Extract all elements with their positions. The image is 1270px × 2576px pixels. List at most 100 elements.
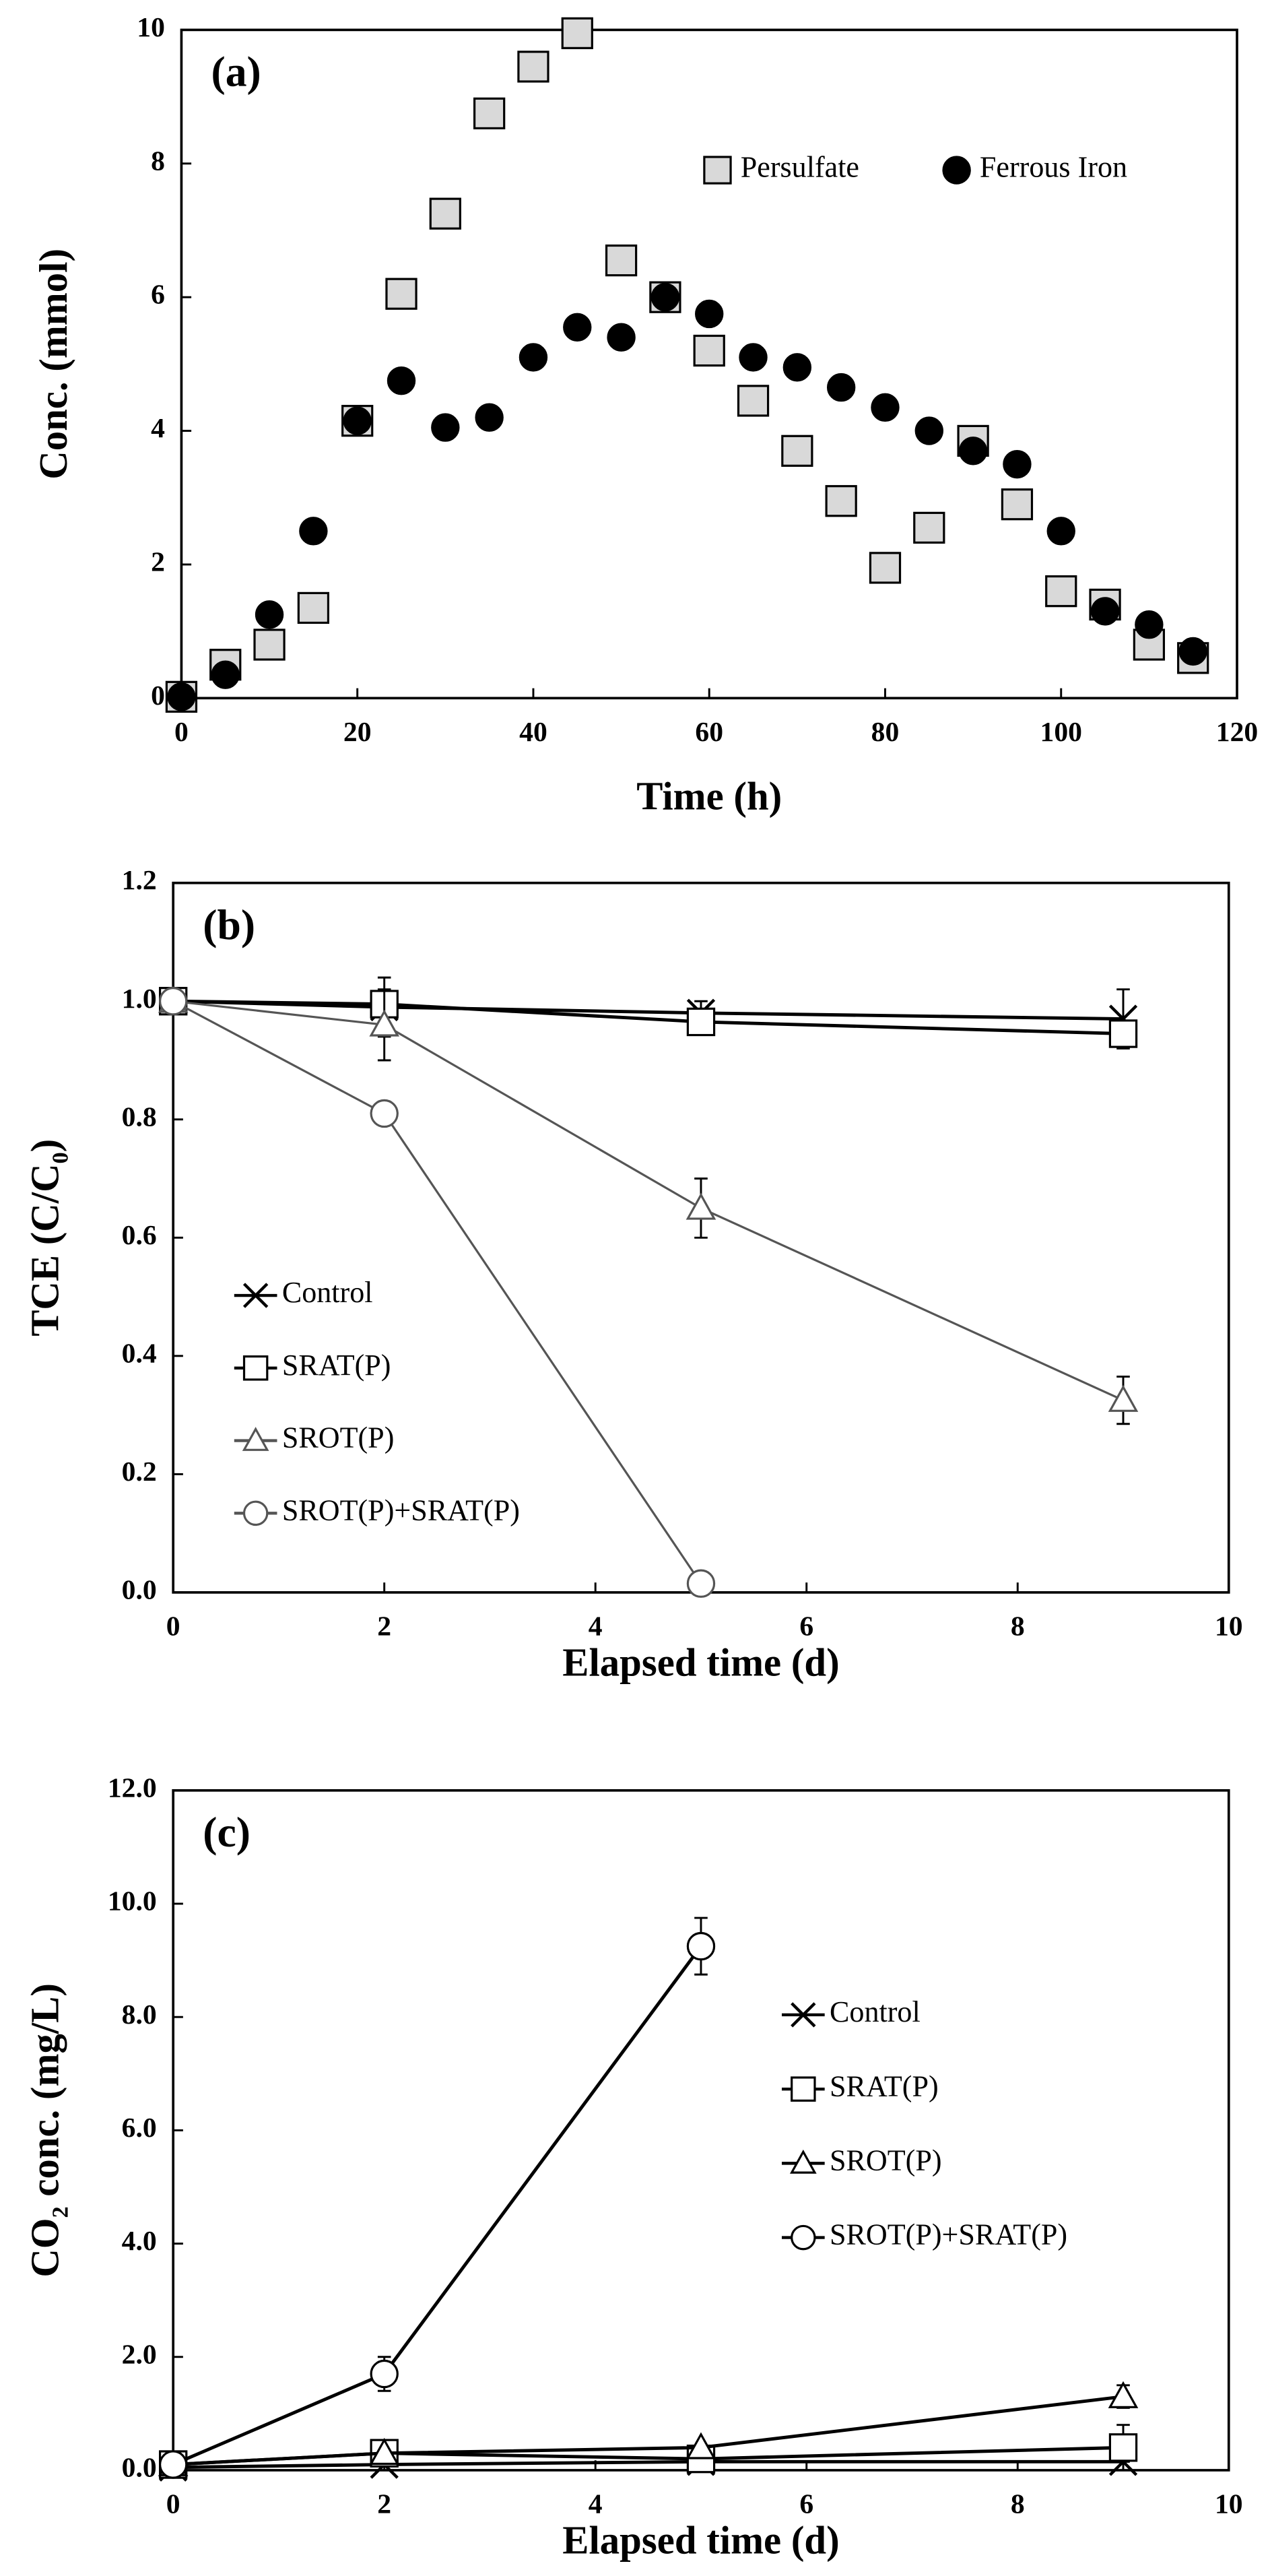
legend-label: Persulfate xyxy=(741,151,859,184)
x-tick-label: 6 xyxy=(799,1611,813,1642)
marker-square xyxy=(737,385,770,417)
y-tick-label: 10.0 xyxy=(108,1886,157,1917)
marker-square xyxy=(605,244,638,277)
marker-triangle xyxy=(1108,1384,1139,1412)
marker-circle xyxy=(563,313,592,342)
marker-triangle xyxy=(686,2432,716,2459)
marker-circle xyxy=(871,393,900,422)
y-tick-label: 0.2 xyxy=(122,1456,157,1487)
y-tick-label: 12.0 xyxy=(108,1772,157,1803)
marker-circle xyxy=(686,1931,716,1961)
series-line xyxy=(173,999,1124,1035)
marker-circle xyxy=(958,437,988,465)
panel-label: (c) xyxy=(203,1808,250,1856)
x-tick-label: 120 xyxy=(1216,717,1258,748)
marker-circle xyxy=(211,660,240,689)
legend-label: Control xyxy=(282,1276,373,1309)
marker-triangle xyxy=(242,1427,269,1451)
marker-circle xyxy=(370,2359,399,2389)
x-tick-label: 10 xyxy=(1215,1611,1243,1642)
x-tick-label: 2 xyxy=(377,1611,391,1642)
x-tick-label: 2 xyxy=(377,2488,391,2519)
marker-circle xyxy=(607,323,636,352)
marker-circle xyxy=(387,366,416,395)
legend-label: SROT(P) xyxy=(830,2144,942,2177)
marker-square xyxy=(1001,488,1034,521)
marker-circle xyxy=(826,373,856,402)
marker-square xyxy=(791,2076,816,2102)
marker-circle xyxy=(158,987,188,1016)
x-tick-label: 4 xyxy=(589,2488,603,2519)
x-tick-label: 40 xyxy=(519,717,547,748)
marker-triangle xyxy=(1108,2381,1139,2408)
marker-circle xyxy=(519,343,548,372)
marker-square xyxy=(1108,1019,1138,1048)
marker-square xyxy=(561,17,593,49)
x-tick-label: 10 xyxy=(1215,2488,1243,2519)
y-tick-label: 0.6 xyxy=(122,1220,157,1251)
marker-triangle xyxy=(369,2437,399,2465)
y-axis-label-text: TCE (C/C xyxy=(24,1164,67,1337)
marker-square xyxy=(686,1007,716,1037)
marker-circle xyxy=(1090,597,1120,626)
marker-square xyxy=(429,197,461,230)
marker-square xyxy=(869,552,902,584)
y-tick-label: 6 xyxy=(151,280,165,311)
marker-circle xyxy=(299,517,328,546)
series-line xyxy=(172,1945,702,2466)
marker-square xyxy=(693,334,725,367)
x-tick-label: 80 xyxy=(871,717,900,748)
marker-circle xyxy=(1046,517,1075,546)
series-line xyxy=(173,2459,1124,2470)
y-axis-label-sub: 0 xyxy=(47,1152,73,1163)
marker-circle xyxy=(1003,449,1032,479)
series-line xyxy=(173,2395,1124,2467)
marker-circle xyxy=(1135,610,1164,639)
x-tick-label: 60 xyxy=(695,717,723,748)
legend-label: SRAT(P) xyxy=(282,1349,391,1382)
marker-circle xyxy=(650,282,680,312)
marker-circle xyxy=(1178,637,1207,666)
marker-square xyxy=(473,97,506,130)
marker-square xyxy=(253,629,286,661)
marker-circle xyxy=(686,1569,716,1598)
marker-square xyxy=(781,434,813,467)
marker-circle xyxy=(942,156,971,185)
y-tick-label: 0 xyxy=(151,680,165,711)
x-tick-label: 20 xyxy=(343,717,372,748)
x-tick-label: 0 xyxy=(166,1611,180,1642)
marker-triangle xyxy=(789,2149,817,2174)
y-axis-label: CO2 conc. (mg/L) xyxy=(24,1983,73,2278)
legend-label: SROT(P)+SRAT(P) xyxy=(282,1493,520,1526)
series-line xyxy=(173,1000,1124,1402)
y-tick-label: 0.0 xyxy=(122,2453,157,2484)
marker-circle xyxy=(255,600,284,629)
marker-square xyxy=(297,591,330,624)
marker-circle xyxy=(343,406,372,435)
y-tick-label: 0.4 xyxy=(122,1338,157,1369)
y-tick-label: 1.0 xyxy=(122,984,157,1015)
y-tick-label: 8 xyxy=(151,146,165,176)
y-axis-label: Conc. (mmol) xyxy=(32,249,75,480)
panel-label: (b) xyxy=(203,901,255,948)
y-tick-label: 8.0 xyxy=(122,1999,157,2030)
x-tick-label: 4 xyxy=(589,1611,603,1642)
marker-x xyxy=(242,1283,269,1308)
x-axis-label: Elapsed time (d) xyxy=(562,1641,839,1685)
y-tick-label: 1.2 xyxy=(122,865,157,896)
marker-triangle xyxy=(686,1192,716,1220)
y-tick-label: 4.0 xyxy=(122,2226,157,2257)
marker-circle xyxy=(242,1500,269,1526)
marker-square xyxy=(385,278,417,310)
y-tick-label: 2 xyxy=(151,547,165,578)
panel-label: (a) xyxy=(211,48,261,96)
x-tick-label: 100 xyxy=(1040,717,1082,748)
marker-square xyxy=(242,1355,269,1381)
marker-circle xyxy=(739,343,768,372)
x-axis-label: Time (h) xyxy=(636,775,782,818)
x-tick-label: 0 xyxy=(174,717,189,748)
y-axis-label-sub: 2 xyxy=(47,2206,73,2218)
marker-circle xyxy=(431,413,460,442)
x-axis-label: Elapsed time (d) xyxy=(562,2519,839,2563)
plot-frame xyxy=(172,1789,1230,2472)
